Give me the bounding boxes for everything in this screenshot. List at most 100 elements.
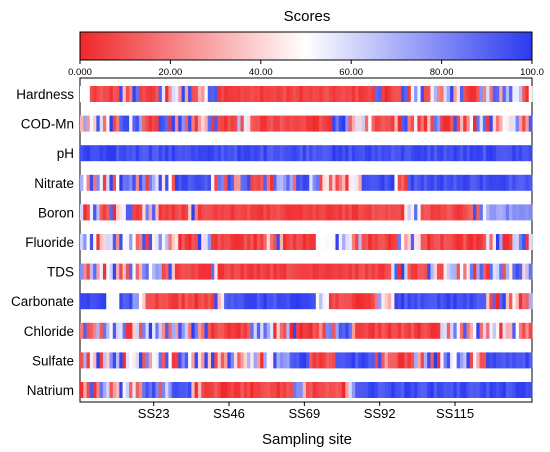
heatmap-cell	[364, 204, 369, 221]
heatmap-cell	[292, 115, 297, 132]
heatmap-cell	[211, 352, 215, 369]
heatmap-cell	[289, 204, 294, 221]
heatmap-cell	[397, 204, 402, 221]
heatmap-cell	[201, 293, 205, 310]
heatmap-cell	[505, 263, 510, 280]
heatmap-cell	[459, 234, 464, 250]
heatmap-cell	[171, 174, 176, 191]
heatmap-cell	[518, 204, 523, 221]
heatmap-cell	[165, 234, 169, 250]
heatmap-cell	[433, 234, 438, 250]
heatmap-cell	[423, 86, 428, 102]
heatmap-cell	[188, 174, 192, 191]
heatmap-cell	[371, 234, 376, 250]
heatmap-cell	[414, 115, 418, 132]
heatmap-cell	[338, 322, 343, 339]
heatmap-cell	[292, 322, 297, 339]
heatmap-cell	[394, 115, 399, 132]
heatmap-cell	[446, 322, 451, 339]
heatmap-cell	[224, 352, 228, 369]
heatmap-cell	[492, 234, 497, 250]
heatmap-cell	[446, 352, 451, 369]
heatmap-cell	[387, 322, 392, 339]
heatmap-cell	[518, 293, 523, 310]
heatmap-cell	[99, 204, 104, 221]
heatmap-cell	[247, 293, 251, 310]
heatmap-cell	[256, 352, 261, 369]
heatmap-cell	[322, 174, 327, 191]
heatmap-cell	[345, 86, 349, 102]
heatmap-cell	[253, 322, 258, 339]
heatmap-cell	[482, 352, 487, 369]
heatmap-cell	[417, 322, 421, 339]
heatmap-cell	[358, 86, 363, 102]
heatmap-cell	[109, 145, 114, 162]
heatmap-cell	[463, 322, 467, 339]
heatmap-cell	[410, 145, 415, 162]
heatmap-cell	[427, 293, 431, 310]
heatmap-cell	[227, 145, 232, 162]
heatmap-cell	[191, 145, 195, 162]
heatmap-cell	[368, 234, 372, 250]
heatmap-cell	[404, 204, 408, 221]
heatmap-cell	[194, 263, 199, 280]
heatmap-cell	[404, 382, 408, 398]
heatmap-cell	[306, 382, 310, 398]
heatmap-cell	[423, 382, 428, 398]
heatmap-cell	[93, 86, 97, 102]
heatmap-cell	[204, 86, 209, 102]
heatmap-cell	[276, 352, 281, 369]
heatmap-cell	[450, 145, 454, 162]
heatmap-cell	[112, 115, 117, 132]
heatmap-cell	[459, 145, 464, 162]
heatmap-cell	[263, 115, 268, 132]
heatmap-cell	[302, 204, 307, 221]
heatmap-cell	[364, 115, 369, 132]
heatmap-cell	[292, 174, 297, 191]
heatmap-cell	[240, 115, 245, 132]
heatmap-cell	[450, 234, 454, 250]
heatmap-cell	[152, 263, 156, 280]
heatmap-cell	[433, 115, 438, 132]
heatmap-cell	[296, 86, 300, 102]
heatmap-cell	[397, 263, 402, 280]
heatmap-cell	[384, 352, 389, 369]
heatmap-cell	[99, 263, 104, 280]
heatmap-cell	[220, 293, 225, 310]
heatmap-cell	[214, 382, 218, 398]
heatmap-cell	[299, 382, 304, 398]
heatmap-cell	[204, 263, 209, 280]
heatmap-cell	[433, 263, 438, 280]
heatmap-cell	[191, 263, 195, 280]
heatmap-cell	[250, 352, 254, 369]
heatmap-cell	[499, 263, 503, 280]
heatmap-cell	[410, 115, 415, 132]
heatmap-cell	[233, 263, 238, 280]
heatmap-cell	[348, 145, 353, 162]
heatmap-cell	[312, 145, 317, 162]
heatmap-cell	[112, 322, 117, 339]
heatmap-cell	[217, 174, 222, 191]
heatmap-cell	[381, 352, 385, 369]
heatmap-cell	[486, 263, 490, 280]
heatmap-cell	[371, 293, 376, 310]
heatmap-cell	[263, 263, 268, 280]
heatmap-cell	[96, 234, 101, 250]
heatmap-cell	[450, 174, 454, 191]
heatmap-cell	[479, 352, 484, 369]
heatmap-cell	[528, 174, 533, 191]
heatmap-cell	[256, 86, 261, 102]
heatmap-cell	[368, 204, 372, 221]
heatmap-cell	[397, 293, 402, 310]
heatmap-cell	[397, 174, 402, 191]
heatmap-cell	[184, 86, 189, 102]
heatmap-cell	[410, 204, 415, 221]
heatmap-cell	[211, 204, 215, 221]
heatmap-cell	[463, 115, 467, 132]
heatmap-cell	[80, 145, 84, 162]
heatmap-cell	[348, 174, 353, 191]
heatmap-cell	[335, 322, 340, 339]
heatmap-cell	[96, 382, 101, 398]
heatmap-cell	[86, 234, 91, 250]
heatmap-cell	[368, 145, 372, 162]
